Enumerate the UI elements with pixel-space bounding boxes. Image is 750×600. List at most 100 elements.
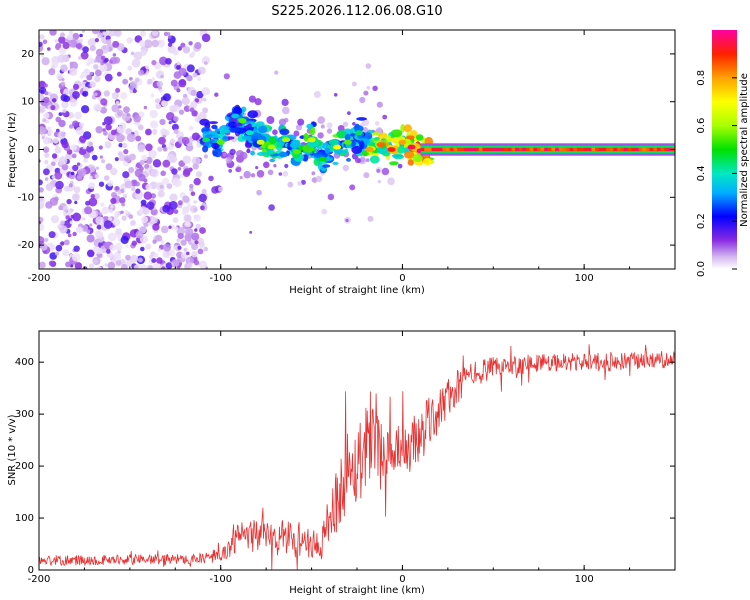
spectrogram-noise-blob bbox=[39, 34, 45, 40]
spectrogram-noise-blob bbox=[167, 35, 172, 39]
spectrogram-noise-blob bbox=[166, 112, 175, 121]
spectrogram-noise-blob bbox=[167, 144, 174, 151]
spectrogram-scatter-blob bbox=[362, 119, 370, 126]
spectrogram-carrier-segment bbox=[449, 147, 454, 152]
spectrogram-noise-blob bbox=[196, 90, 204, 99]
spectrogram-noise-blob bbox=[169, 105, 177, 113]
spectrogram-carrier-segment bbox=[424, 147, 429, 152]
spectrogram-noise-blob bbox=[156, 257, 163, 264]
spectrogram-noise-blob bbox=[198, 193, 207, 203]
spectrogram-noise-blob bbox=[180, 252, 188, 259]
spectrogram-noise-blob bbox=[201, 56, 211, 65]
spectrogram-noise-blob bbox=[153, 252, 159, 258]
spectrogram-noise-blob bbox=[177, 233, 184, 240]
spectrogram-noise-blob bbox=[50, 105, 56, 111]
spectrogram-ridge-blob bbox=[377, 132, 388, 140]
spectrogram-noise-blob bbox=[69, 124, 74, 129]
spectrogram-noise-blob bbox=[92, 246, 99, 253]
spectrogram-noise-blob bbox=[88, 142, 93, 146]
spectrogram-ridge-blob bbox=[306, 123, 314, 129]
spectrogram-noise-blob bbox=[190, 191, 196, 196]
spectrogram-noise-blob bbox=[198, 260, 208, 269]
spectrogram-noise-blob bbox=[100, 202, 105, 207]
spectrogram-noise-blob bbox=[63, 185, 70, 192]
spectrogram-noise-blob bbox=[134, 181, 140, 187]
spectrogram-scatter-blob bbox=[327, 193, 335, 201]
spectrogram-noise-blob bbox=[155, 98, 161, 104]
spectrogram-noise-blob bbox=[158, 136, 166, 145]
spectrogram-noise-blob bbox=[152, 239, 157, 244]
spectrogram-carrier-segment bbox=[656, 147, 661, 152]
spectrogram-noise-blob bbox=[39, 80, 47, 89]
spectrogram-noise-blob bbox=[168, 225, 172, 229]
spectrogram-carrier-segment bbox=[435, 147, 440, 152]
spectrogram-noise-blob bbox=[82, 145, 87, 150]
colorbar-ticks: 0.0 0.2 0.4 0.6 0.8 bbox=[696, 70, 737, 277]
spectrogram-scatter-blob bbox=[337, 124, 345, 132]
spectrogram-ridge-blob bbox=[278, 151, 289, 158]
spectrogram-ridge-blob bbox=[233, 106, 243, 116]
spectrogram-noise-blob bbox=[94, 75, 101, 83]
spectrogram-carrier-segment bbox=[620, 147, 625, 152]
spectrogram-noise-blob bbox=[103, 242, 109, 248]
spectrogram-noise-blob bbox=[132, 88, 137, 94]
snr-axes: -200 -100 0 100 0 100 200 300 400 bbox=[15, 331, 676, 585]
spectrogram-noise-blob bbox=[60, 220, 65, 226]
spectrogram-ridge-blob bbox=[351, 145, 363, 154]
spectrogram-noise-blob bbox=[111, 192, 117, 198]
spectrogram-noise-blob bbox=[78, 122, 85, 128]
spectrogram-noise-blob bbox=[187, 262, 193, 268]
spectrogram-ridge-point bbox=[376, 142, 385, 148]
spectrogram-ridge-blob bbox=[202, 145, 209, 153]
spectrogram-noise-blob bbox=[183, 247, 188, 252]
spectrogram-noise-blob bbox=[69, 67, 78, 76]
spectrogram-noise-blob bbox=[202, 97, 207, 102]
spectrogram-ridge-blob bbox=[344, 133, 351, 141]
spectrogram-noise-blob bbox=[105, 39, 112, 45]
spectrogram-noise-blob bbox=[157, 146, 163, 152]
spectrogram-noise-blob bbox=[197, 248, 204, 255]
spectrogram-noise-blob bbox=[39, 196, 46, 204]
spectrogram-scatter-blob bbox=[274, 70, 279, 75]
spectrogram-ridge-blob bbox=[250, 150, 256, 156]
spectrogram-noise-blob bbox=[101, 159, 106, 164]
spectrogram-ridge-blob bbox=[415, 134, 424, 141]
spectrogram-noise-blob bbox=[180, 42, 186, 48]
spectrogram-noise-blob bbox=[121, 263, 128, 269]
spectrogram-noise-blob bbox=[50, 215, 60, 224]
spectrogram-noise-blob bbox=[97, 32, 103, 39]
spectrogram-noise-blob bbox=[39, 223, 45, 232]
spectrogram-scatter-blob bbox=[317, 116, 326, 124]
spectrogram-noise-blob bbox=[86, 229, 91, 234]
spectrogram-noise-blob bbox=[79, 135, 87, 143]
spectrogram-noise-blob bbox=[87, 38, 97, 47]
spectrogram-scatter-blob bbox=[367, 215, 374, 222]
spectrogram-scatter-blob bbox=[349, 184, 356, 191]
spectrogram-frame bbox=[38, 29, 676, 270]
spectrogram-noise-blob bbox=[70, 171, 75, 176]
spectrogram-noise-blob bbox=[88, 197, 98, 207]
spectrogram-carrier-segment bbox=[547, 147, 552, 152]
spectrogram-noise-blob bbox=[108, 208, 114, 214]
spectrogram-noise-blob bbox=[114, 186, 120, 191]
spectrogram-noise-blob bbox=[39, 179, 43, 186]
spectrogram-noise-blob bbox=[182, 169, 191, 177]
spectrogram-noise-blob bbox=[56, 73, 63, 80]
spectrogram-noise-blob bbox=[86, 74, 93, 81]
spectrogram-noise-blob bbox=[54, 171, 63, 180]
spectrogram-noise-blob bbox=[130, 254, 139, 263]
spectrogram-scatter-blob bbox=[268, 204, 275, 211]
spectrogram-carrier-segment bbox=[533, 147, 538, 152]
spectrogram-ylabel: Frequency (Hz) bbox=[7, 112, 18, 188]
spectrogram-noise-blob bbox=[42, 118, 47, 123]
spectrogram-noise-blob bbox=[84, 206, 93, 215]
spectrogram-scatter-blob bbox=[297, 118, 305, 126]
spectrogram-carrier-segment bbox=[486, 147, 491, 152]
spectrogram-carrier-segment bbox=[496, 147, 501, 152]
spectrogram-ridge-blob bbox=[389, 161, 399, 166]
spectrogram-carrier-segment bbox=[613, 147, 618, 152]
spectrogram-noise-blob bbox=[94, 174, 100, 179]
spectrogram-ridge-blob bbox=[266, 148, 271, 154]
spectrogram-noise-blob bbox=[143, 191, 152, 200]
spectrogram-ridge-blob bbox=[390, 129, 403, 138]
